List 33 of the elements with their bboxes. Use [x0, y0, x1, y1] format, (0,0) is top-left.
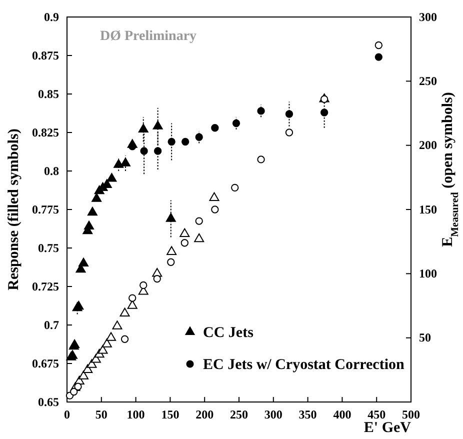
annotation: DØ Preliminary	[100, 29, 197, 44]
y2-tick-label: 250	[419, 74, 437, 88]
x-axis-title: E' GeV	[364, 420, 412, 436]
legend-label: EC Jets w/ Cryostat Correction	[203, 357, 405, 373]
x-tick-label: 0	[64, 408, 70, 422]
x-tick-label: 450	[368, 408, 386, 422]
x-tick-label: 400	[333, 408, 352, 422]
y-axis-title: Response (filled symbols)	[6, 128, 22, 290]
legend-label: CC Jets	[203, 325, 254, 341]
y-tick-label: 0.775	[32, 202, 59, 216]
y2-tick-label: 200	[419, 138, 437, 152]
y2-tick-label: 150	[419, 202, 437, 216]
x-tick-label: 50	[95, 408, 108, 422]
y-tick-label: 0.75	[38, 240, 59, 255]
x-tick-label: 500	[402, 408, 420, 422]
y-tick-label: 0.8	[44, 164, 59, 178]
y2-tick-label: 100	[419, 266, 437, 281]
y2-tick-label: 300	[419, 10, 437, 24]
x-tick-label: 350	[298, 408, 317, 422]
x-tick-label: 250	[230, 408, 248, 422]
x-tick-label: 300	[264, 408, 282, 422]
x-tick-label: 150	[161, 408, 180, 422]
y-tick-label: 0.9	[44, 10, 59, 24]
x-tick-label: 200	[196, 408, 214, 422]
y-tick-label: 0.875	[32, 48, 59, 62]
x-tick-label: 100	[126, 408, 145, 422]
y-tick-label: 0.85	[38, 86, 59, 101]
y-tick-label: 0.65	[38, 394, 59, 409]
y-tick-label: 0.725	[32, 279, 59, 294]
y-tick-label: 0.7	[44, 318, 59, 332]
y-tick-label: 0.825	[32, 125, 59, 140]
y2-tick-label: 50	[419, 330, 431, 345]
y-tick-label: 0.675	[32, 356, 59, 370]
